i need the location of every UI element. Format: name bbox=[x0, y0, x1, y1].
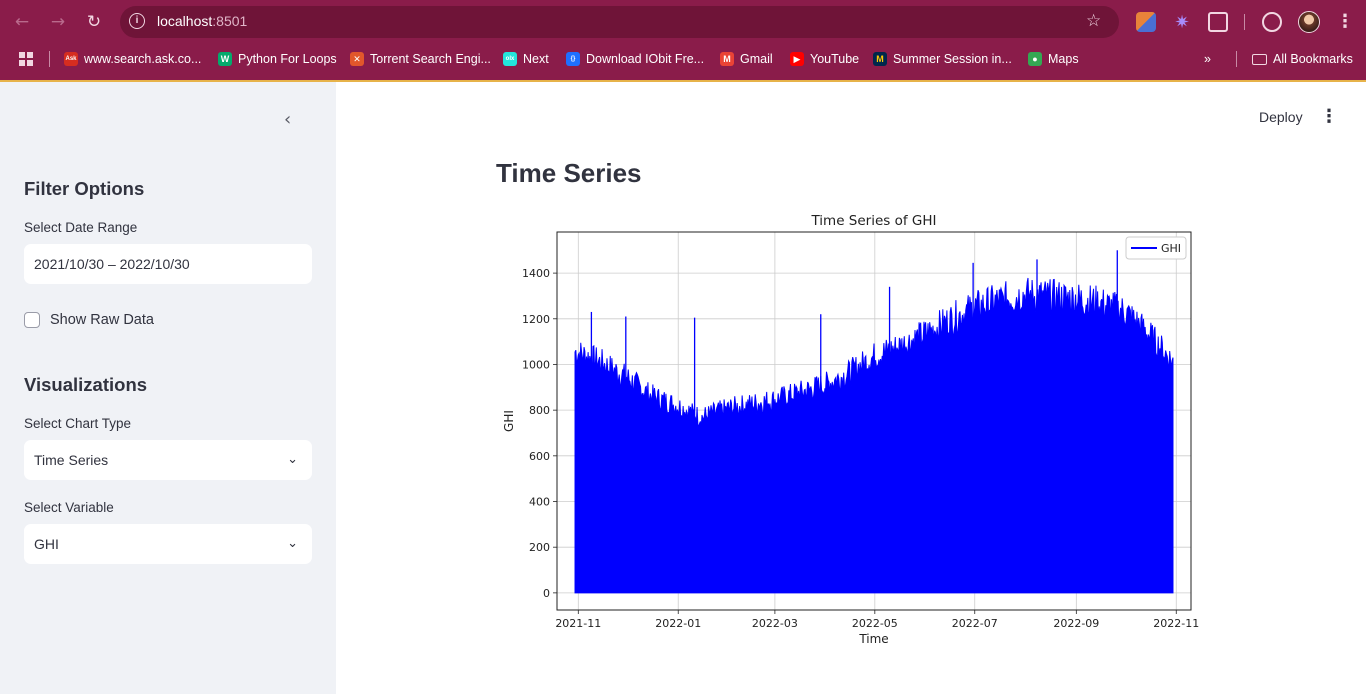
sidebar bbox=[0, 82, 336, 694]
ghi-time-series-chart: 0 200 400 600 800 1000 1200 1400 2021-11 2022-01 2… bbox=[502, 213, 1199, 646]
browser-menu-icon[interactable]: ⋮ bbox=[1336, 11, 1354, 31]
site-info-icon[interactable]: i bbox=[129, 13, 145, 29]
x-tick-label: 2022-03 bbox=[752, 617, 798, 630]
performance-icon[interactable] bbox=[1262, 12, 1282, 32]
forward-icon[interactable]: → bbox=[50, 12, 66, 32]
bookmark-item[interactable]: ● Maps bbox=[1028, 51, 1079, 67]
y-tick-label: 1000 bbox=[522, 358, 550, 371]
y-tick-label: 800 bbox=[529, 404, 550, 417]
bookmark-label: YouTube bbox=[810, 52, 860, 66]
page-title: Time Series bbox=[496, 158, 642, 188]
legend: GHI bbox=[1125, 236, 1187, 260]
w3-icon: W bbox=[218, 52, 232, 66]
address-bar[interactable] bbox=[120, 6, 1119, 38]
deploy-button[interactable]: Deploy bbox=[1259, 109, 1303, 125]
bookmark-item[interactable]: olx Next bbox=[503, 51, 549, 67]
youtube-icon: ▶ bbox=[790, 52, 804, 66]
reload-icon[interactable]: ↻ bbox=[86, 12, 102, 32]
main-menu-icon[interactable]: ⋮ bbox=[1320, 106, 1338, 126]
x-tick-label: 2022-07 bbox=[952, 617, 998, 630]
legend-label-ghi: GHI bbox=[1161, 242, 1181, 255]
back-icon[interactable]: ← bbox=[14, 12, 30, 32]
gmail-icon: M bbox=[720, 52, 734, 66]
x-axis-label: Time bbox=[858, 632, 888, 646]
x-tick-label: 2022-01 bbox=[655, 617, 701, 630]
extensions-puzzle-icon[interactable] bbox=[1208, 12, 1228, 32]
y-tick-label: 1200 bbox=[522, 313, 550, 326]
torrent-icon: ✕ bbox=[350, 52, 364, 66]
y-tick-label: 1400 bbox=[522, 267, 550, 280]
bookmark-item[interactable]: W Python For Loops bbox=[218, 51, 337, 67]
date-range-input[interactable]: 2021/10/30 – 2022/10/30 bbox=[24, 244, 312, 284]
show-raw-data-label[interactable]: Show Raw Data bbox=[50, 312, 154, 328]
visualizations-heading: Visualizations bbox=[24, 374, 148, 395]
chart-type-label: Select Chart Type bbox=[24, 416, 132, 431]
chart-title: Time Series of GHI bbox=[810, 213, 936, 229]
bookmark-label: Next bbox=[523, 52, 549, 66]
date-range-label: Select Date Range bbox=[24, 220, 138, 235]
y-axis-label: GHI bbox=[502, 410, 516, 432]
iobit-icon: {} bbox=[566, 52, 580, 66]
variable-value: GHI bbox=[34, 536, 59, 552]
bookmark-item[interactable]: {} Download IObit Fre... bbox=[566, 51, 704, 67]
bookmark-label: Python For Loops bbox=[238, 52, 337, 66]
series-ghi-area bbox=[574, 277, 1174, 594]
all-bookmarks-button[interactable]: All Bookmarks bbox=[1252, 51, 1353, 67]
umich-icon: M bbox=[873, 52, 887, 66]
extension-sparkle-icon[interactable]: ✷ bbox=[1174, 12, 1190, 32]
chart-type-select[interactable]: Time Series ⌄ bbox=[24, 440, 312, 480]
x-tick-label: 2022-09 bbox=[1053, 617, 1099, 630]
folder-icon bbox=[1252, 53, 1267, 65]
y-tick-label: 600 bbox=[529, 450, 550, 463]
ask-icon: Ask bbox=[64, 52, 78, 66]
bookmark-item[interactable]: M Summer Session in... bbox=[873, 51, 1012, 67]
extension-icon[interactable] bbox=[1136, 12, 1156, 32]
bookmark-label: Summer Session in... bbox=[893, 52, 1012, 66]
toolbar-accent-line bbox=[0, 80, 1366, 82]
series-ghi bbox=[574, 250, 1174, 594]
olx-icon: olx bbox=[503, 52, 517, 66]
variable-label: Select Variable bbox=[24, 500, 114, 515]
address-text[interactable]: localhost:8501 bbox=[157, 13, 248, 29]
apps-grid-icon[interactable] bbox=[19, 52, 33, 66]
collapse-sidebar-icon[interactable]: ‹ bbox=[284, 109, 292, 130]
profile-avatar[interactable] bbox=[1298, 11, 1320, 33]
show-raw-data-checkbox[interactable] bbox=[24, 312, 40, 328]
bookmark-item[interactable]: M Gmail bbox=[720, 51, 773, 67]
bookmarks-divider bbox=[49, 51, 50, 67]
more-bookmarks-button[interactable]: » bbox=[1204, 52, 1211, 66]
chevron-down-icon: ⌄ bbox=[287, 536, 298, 551]
bookmark-label: www.search.ask.co... bbox=[84, 52, 202, 66]
bookmark-star-icon[interactable]: ☆ bbox=[1086, 11, 1102, 31]
filter-options-heading: Filter Options bbox=[24, 178, 145, 199]
y-tick-label: 0 bbox=[543, 587, 550, 600]
x-tick-label: 2022-11 bbox=[1153, 617, 1199, 630]
x-tick-label: 2021-11 bbox=[555, 617, 601, 630]
maps-icon: ● bbox=[1028, 52, 1042, 66]
bookmark-label: Download IObit Fre... bbox=[586, 52, 705, 66]
variable-select[interactable]: GHI ⌄ bbox=[24, 524, 312, 564]
x-tick-label: 2022-05 bbox=[852, 617, 898, 630]
plot-frame bbox=[556, 231, 1192, 611]
y-tick-label: 200 bbox=[529, 541, 550, 554]
bookmark-item[interactable]: Ask www.search.ask.co... bbox=[64, 51, 201, 67]
bookmark-label: Gmail bbox=[740, 52, 773, 66]
bookmark-item[interactable]: ✕ Torrent Search Engi... bbox=[350, 51, 491, 67]
chart-type-value: Time Series bbox=[34, 452, 109, 468]
y-tick-label: 400 bbox=[529, 496, 550, 509]
bookmark-label: Torrent Search Engi... bbox=[370, 52, 491, 66]
bookmark-label: Maps bbox=[1048, 52, 1079, 66]
chevron-down-icon: ⌄ bbox=[287, 452, 298, 467]
bookmark-item[interactable]: ▶ YouTube bbox=[790, 51, 859, 67]
toolbar-divider bbox=[1244, 14, 1245, 30]
bookmarks-divider bbox=[1236, 51, 1237, 67]
